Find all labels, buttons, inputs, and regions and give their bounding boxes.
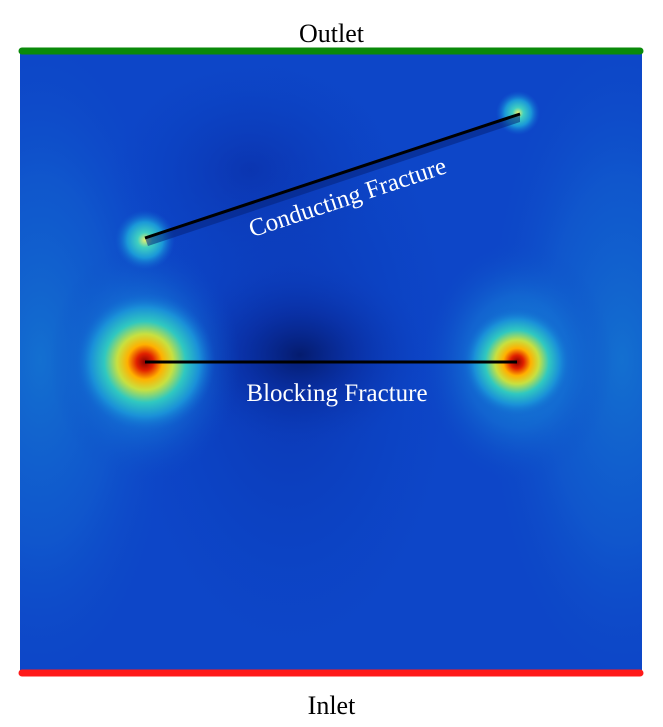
blocking-fracture-label: Blocking Fracture [246, 380, 427, 407]
outlet-label: Outlet [299, 19, 364, 48]
inlet-label: Inlet [307, 691, 356, 720]
conducting-fracture-line [144, 112, 521, 240]
pressure-field [20, 52, 642, 673]
